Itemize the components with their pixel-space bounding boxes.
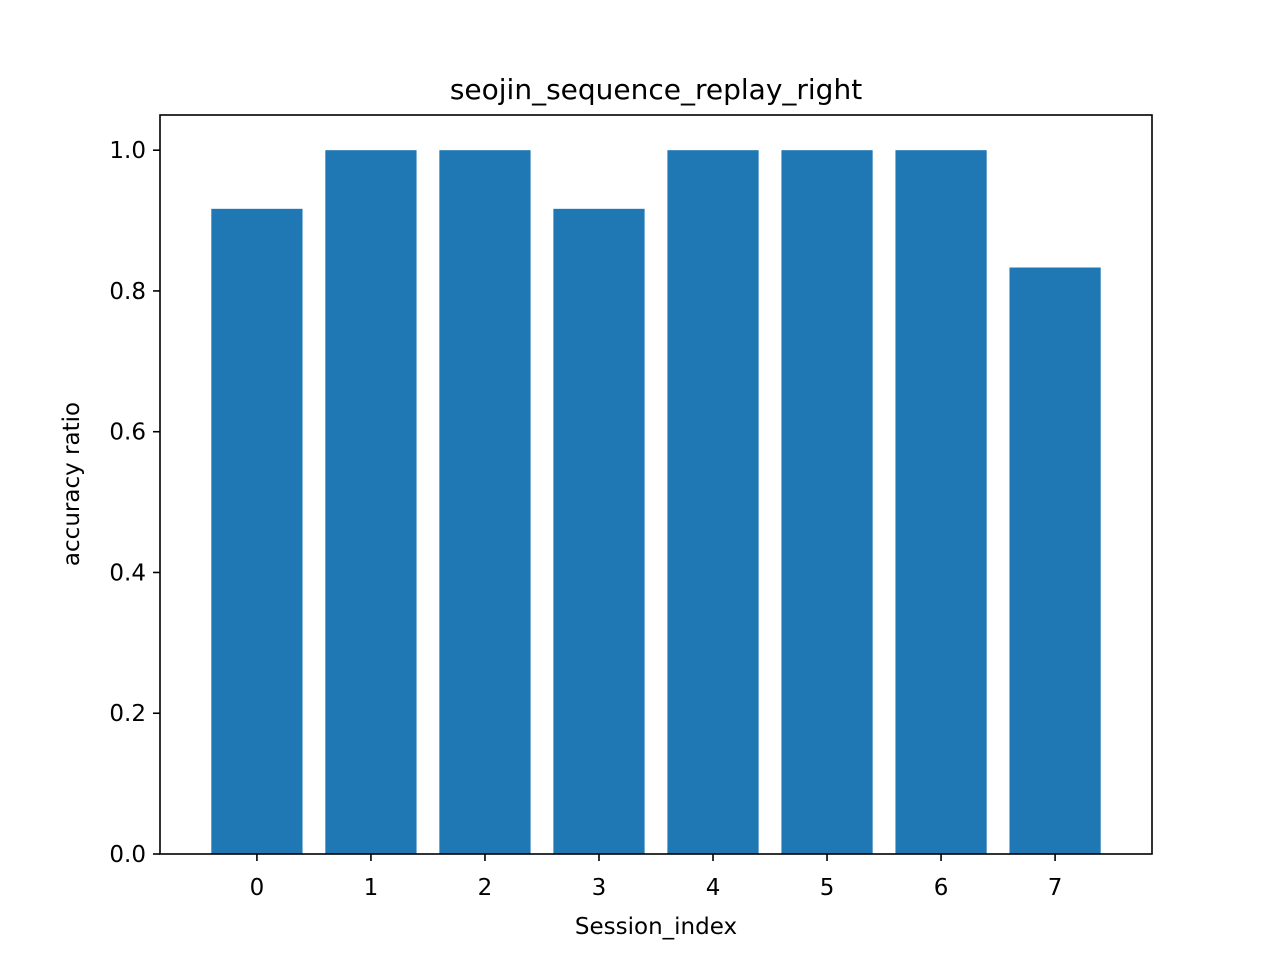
x-tick-label: 4: [706, 875, 721, 901]
y-tick-label: 0.2: [109, 701, 146, 727]
x-tick-label: 1: [364, 875, 379, 901]
x-tick-label: 5: [820, 875, 835, 901]
bar-2: [439, 150, 531, 854]
y-axis-ticks: 0.0 0.2 0.4 0.6 0.8 1.0: [109, 138, 160, 868]
y-tick-label: 0.8: [109, 279, 146, 305]
y-tick-label: 0.4: [109, 560, 146, 586]
bar-3: [553, 208, 645, 854]
bar-6: [895, 150, 987, 854]
x-tick-label: 3: [592, 875, 607, 901]
plot-frame: [159, 114, 1153, 855]
x-tick-label: 0: [250, 875, 265, 901]
bars-group: [211, 150, 1101, 854]
x-axis-ticks: 0 1 2 3 4 5 6 7: [250, 854, 1063, 901]
x-tick-label: 2: [478, 875, 493, 901]
x-tick-label: 6: [934, 875, 949, 901]
bar-1: [325, 150, 417, 854]
chart-title: seojin_sequence_replay_right: [450, 73, 862, 106]
bar-4: [667, 150, 759, 854]
bar-7: [1009, 267, 1101, 854]
x-axis-label: Session_index: [575, 914, 737, 940]
x-tick-label: 7: [1048, 875, 1063, 901]
y-tick-label: 0.6: [109, 420, 146, 446]
y-tick-label: 1.0: [109, 138, 146, 164]
bar-0: [211, 208, 303, 854]
y-axis-label: accuracy ratio: [59, 402, 85, 566]
y-tick-label: 0.0: [109, 842, 146, 868]
bar-5: [781, 150, 873, 854]
